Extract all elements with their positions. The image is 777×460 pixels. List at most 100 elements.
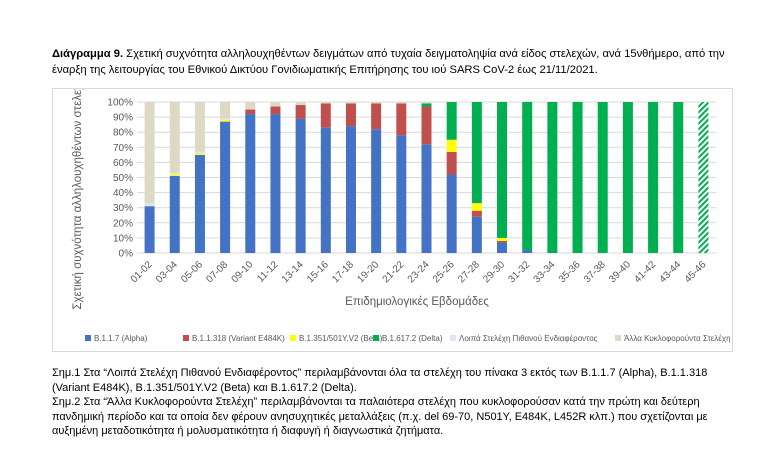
y-tick-label: 100% xyxy=(107,98,133,109)
chart-heading: Διάγραμμα 9. Σχετική συχνότητα αλληλουχη… xyxy=(52,46,742,78)
y-tick-label: 70% xyxy=(113,143,133,154)
bar-segment-other_circulating xyxy=(396,102,407,104)
bar-segment-other_circulating xyxy=(144,102,155,204)
footnote-2: Σημ.2 Στα “Άλλα Κυκλοφορούντα Στελέχη” π… xyxy=(52,396,708,438)
bar-segment-alpha xyxy=(345,126,356,253)
bar-segment-alpha xyxy=(220,121,231,253)
legend-label: Λοιπά Στελέχη Πιθανού Ενδιαφέροντος xyxy=(459,334,598,343)
x-tick-label: 21-22 xyxy=(381,259,407,285)
heading-label: Διάγραμμα 9. xyxy=(52,48,124,60)
x-tick-label: 27-28 xyxy=(456,259,482,285)
bar-segment-beta xyxy=(220,120,231,122)
bar-segment-delta xyxy=(497,102,508,238)
x-tick-label: 41-42 xyxy=(632,259,658,285)
bar-segment-other_voi xyxy=(169,172,180,175)
heading-text: Σχετική συχνότητα αλληλουχηθέντων δειγμά… xyxy=(52,48,725,76)
y-tick-label: 10% xyxy=(113,233,133,244)
bar-segment-delta xyxy=(648,102,659,253)
legend-swatch-other_circulating xyxy=(615,335,621,341)
x-tick-label: 39-40 xyxy=(607,259,633,285)
bar-segment-variant_e484k xyxy=(270,106,281,115)
bar-segment-beta xyxy=(471,203,482,211)
x-tick-label: 15-16 xyxy=(305,259,331,285)
bar-segment-alpha xyxy=(497,242,508,253)
x-tick-label: 01-02 xyxy=(129,259,155,285)
footnote-1: Σημ.1 Στα “Λοιπά Στελέχη Πιθανού Ενδιαφέ… xyxy=(52,367,708,394)
bar-segment-alpha xyxy=(144,206,155,253)
x-axis-title: Επιδημιολογικές Εβδομάδες xyxy=(345,296,489,308)
bar-segment-other_voi xyxy=(194,151,205,154)
bar-segment-beta xyxy=(169,174,180,176)
bar-segment-delta xyxy=(597,102,608,253)
legend-swatch-beta xyxy=(290,335,296,341)
bar-segment-other_voi xyxy=(144,203,155,207)
bar-segment-delta xyxy=(421,103,432,107)
y-tick-label: 90% xyxy=(113,113,133,124)
bar-segment-other_circulating xyxy=(194,102,205,152)
bar-segment-delta xyxy=(522,102,533,250)
x-tick-label: 25-26 xyxy=(431,259,457,285)
bar-segment-alpha xyxy=(522,249,533,253)
y-tick-label: 60% xyxy=(113,158,133,169)
bar-segment-variant_e484k xyxy=(396,103,407,136)
bar-segment-alpha xyxy=(421,144,432,253)
footnotes: Σημ.1 Στα “Λοιπά Στελέχη Πιθανού Ενδιαφέ… xyxy=(52,366,742,439)
bar-segment-other_circulating xyxy=(245,102,256,110)
x-tick-label: 45-46 xyxy=(683,259,709,285)
bar-segment-variant_e484k xyxy=(497,240,508,243)
x-tick-label: 19-20 xyxy=(355,259,381,285)
x-tick-label: 11-12 xyxy=(255,259,281,285)
bar-segment-variant_e484k xyxy=(345,103,356,127)
chart-frame: 0% 10% 20% 30% 40% 50% 60% 70% 80% 90% 100% 01-02 0… xyxy=(52,88,733,352)
y-tick-label: 30% xyxy=(113,203,133,214)
bar-segment-other_circulating xyxy=(295,102,306,106)
x-tick-label: 13-14 xyxy=(280,259,306,285)
x-tick-label: 03-04 xyxy=(154,259,180,285)
bar-segment-delta xyxy=(446,102,457,140)
legend-swatch-delta xyxy=(373,335,379,341)
x-tick-label: 35-36 xyxy=(557,259,583,285)
bar-segment-beta xyxy=(194,153,205,155)
y-tick-label: 40% xyxy=(113,188,133,199)
bar-segment-alpha xyxy=(471,216,482,253)
bar-segment-alpha xyxy=(396,135,407,253)
x-tick-label: 31-32 xyxy=(506,259,532,285)
bar-segment-delta xyxy=(622,102,633,253)
bar-segment-alpha xyxy=(320,127,331,253)
bar-segment-variant_e484k xyxy=(471,210,482,217)
bar-segment-variant_e484k xyxy=(320,103,331,128)
bar-segment-variant_e484k xyxy=(245,109,256,115)
bar-segment-delta xyxy=(547,102,558,253)
legend-label: B.1.1.318 (Variant E484K) xyxy=(192,334,285,343)
bar-segment-alpha xyxy=(270,114,281,253)
bar-segment-other_voi xyxy=(220,118,231,121)
y-tick-label: 0% xyxy=(119,249,134,260)
bar-segment-variant_e484k xyxy=(421,106,432,145)
x-tick-label: 37-38 xyxy=(582,259,608,285)
bar-segment-alpha xyxy=(371,129,382,253)
y-axis-title: Σχετική συχνότητα αλληλουχηθέντων στελεχ… xyxy=(72,89,84,310)
legend-swatch-alpha xyxy=(85,335,91,341)
y-tick-label: 20% xyxy=(113,218,133,229)
bar-segment-alpha xyxy=(194,154,205,253)
bar-segment-variant_e484k xyxy=(295,105,306,119)
bar-segment-variant_e484k xyxy=(371,103,382,130)
bar-segment-other_circulating xyxy=(345,102,356,104)
x-tick-label: 23-24 xyxy=(406,259,432,285)
y-tick-label: 80% xyxy=(113,128,133,139)
bar-segment-beta xyxy=(497,237,508,241)
x-tick-label: 07-08 xyxy=(204,259,230,285)
legend-label: Άλλα Κυκλοφορούντα Στελέχη xyxy=(624,334,731,343)
x-tick-label: 09-10 xyxy=(230,259,256,285)
bar-segment-delta xyxy=(572,102,583,253)
bar-segment-beta xyxy=(446,139,457,152)
bar-segment-alpha xyxy=(295,118,306,253)
x-tick-label: 17-18 xyxy=(330,259,356,285)
bar-segment-delta xyxy=(698,102,709,253)
bar-segment-other_circulating xyxy=(169,102,180,173)
bar-segment-other_circulating xyxy=(220,102,231,119)
bar-segment-other_circulating xyxy=(270,102,281,107)
x-tick-label: 33-34 xyxy=(532,259,558,285)
bar-segment-other_circulating xyxy=(371,102,382,104)
legend-swatch-variant_e484k xyxy=(183,335,189,341)
